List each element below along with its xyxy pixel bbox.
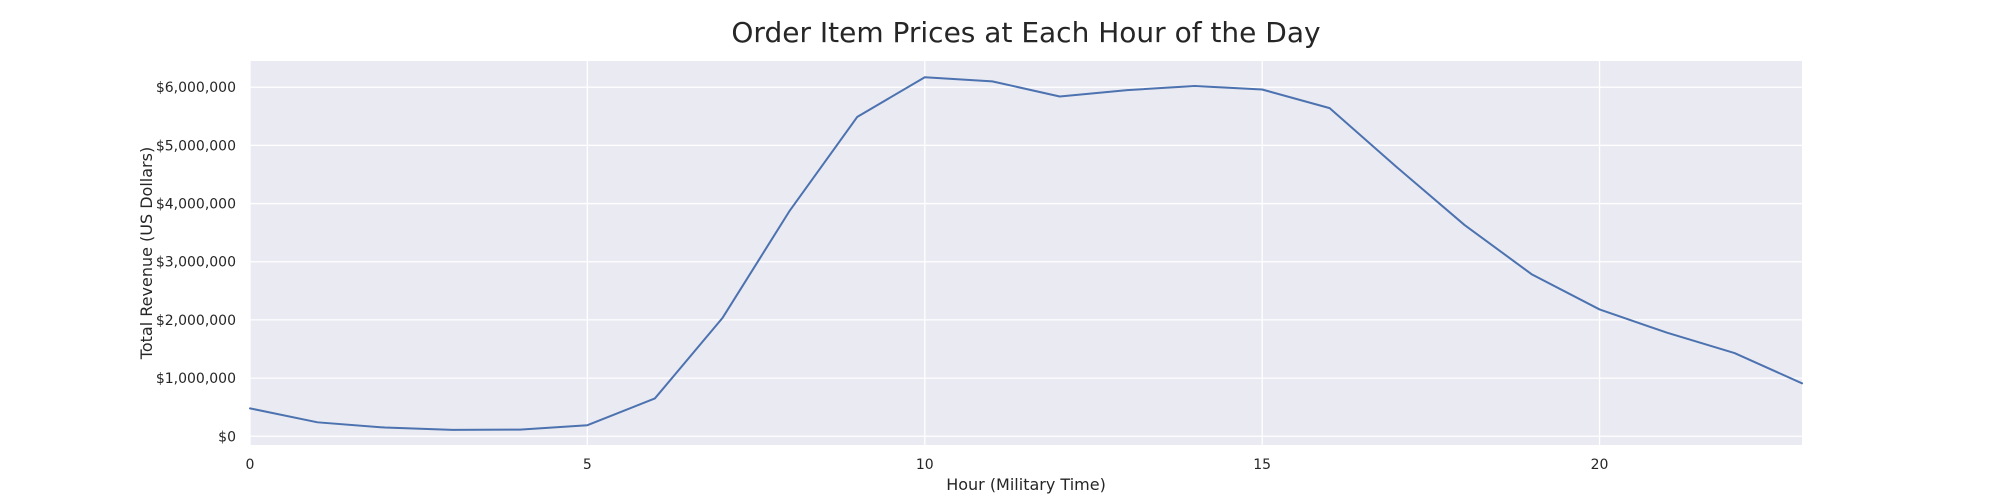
y-tick-label: $1,000,000 — [156, 371, 236, 387]
y-tick-label: $3,000,000 — [156, 255, 236, 271]
plot-area — [250, 61, 1802, 445]
x-tick-label: 15 — [1253, 457, 1271, 473]
x-tick-label: 5 — [583, 457, 592, 473]
x-tick-label: 10 — [916, 457, 934, 473]
x-tick-label: 20 — [1591, 457, 1609, 473]
y-tick-label: $6,000,000 — [156, 80, 236, 96]
y-tick-label: $0 — [218, 429, 236, 445]
x-axis-label: Hour (Military Time) — [946, 475, 1106, 494]
y-tick-label: $2,000,000 — [156, 313, 236, 329]
y-axis-label: Total Revenue (US Dollars) — [137, 147, 156, 360]
y-tick-label: $4,000,000 — [156, 197, 236, 213]
x-tick-label: 0 — [246, 457, 255, 473]
chart-title: Order Item Prices at Each Hour of the Da… — [731, 16, 1320, 49]
y-tick-labels: $0 $1,000,000 $2,000,000 $3,000,000 $4,000,0… — [156, 80, 236, 445]
x-tick-labels: 0 5 10 15 20 — [246, 457, 1609, 473]
y-tick-label: $5,000,000 — [156, 138, 236, 154]
